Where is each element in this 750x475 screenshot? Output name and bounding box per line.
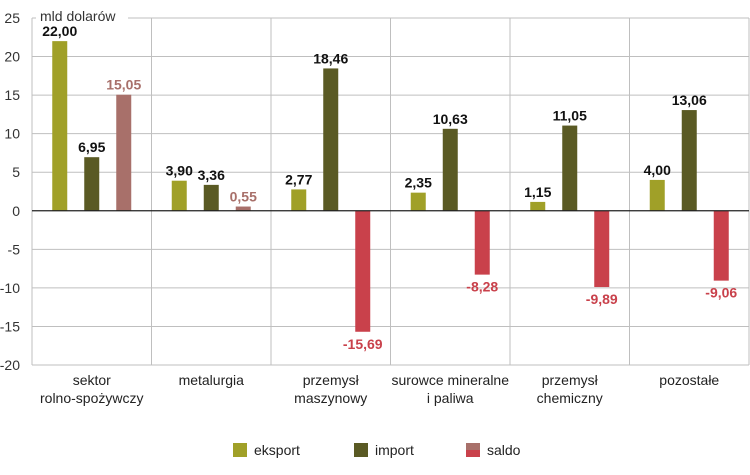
legend: eksport import saldo (233, 442, 521, 458)
category-label: metalurgia (179, 372, 245, 388)
category-label: maszynowy (294, 390, 367, 406)
y-tick-label: 25 (4, 10, 20, 26)
category-label: rolno-spożywczy (40, 390, 143, 406)
bar-import (323, 68, 339, 211)
data-label-eksport: 4,00 (644, 162, 671, 178)
data-label-eksport: 2,77 (285, 171, 312, 187)
legend-label-eksport: eksport (254, 442, 300, 458)
y-tick-label: 5 (12, 164, 20, 180)
data-label-import: 3,36 (198, 167, 225, 183)
y-tick-label: 20 (4, 49, 20, 65)
bar-saldo (474, 210, 490, 275)
category-label: przemysł (542, 372, 599, 388)
category-label: pozostałe (659, 372, 719, 388)
bar-saldo (594, 210, 610, 288)
y-tick-label: 10 (4, 126, 20, 142)
legend-swatch-import (354, 443, 368, 457)
category-label: chemiczny (537, 390, 603, 406)
y-tick-label: 15 (4, 87, 20, 103)
bar-import (203, 184, 219, 211)
bar-eksport (410, 192, 426, 211)
data-label-import: 13,06 (672, 92, 707, 108)
bar-eksport (649, 179, 665, 211)
unit-label-bg (36, 6, 128, 26)
data-label-import: 18,46 (313, 50, 348, 66)
y-tick-label: -10 (0, 280, 20, 296)
y-tick-label: -20 (0, 357, 20, 373)
category-label: i paliwa (427, 390, 474, 406)
bar-saldo (355, 210, 371, 332)
data-label-saldo: -9,06 (705, 285, 737, 301)
gridlines (31, 17, 750, 366)
category-label: przemysł (303, 372, 360, 388)
legend-label-import: import (375, 442, 414, 458)
legend-swatch-saldo-positive (466, 443, 480, 450)
legend-swatch-eksport (233, 443, 247, 457)
data-label-eksport: 22,00 (42, 23, 77, 39)
y-tick-label: -5 (8, 241, 21, 257)
data-label-saldo: 15,05 (106, 77, 141, 93)
bar-saldo (235, 206, 251, 211)
bar-eksport (171, 180, 187, 211)
data-label-eksport: 2,35 (405, 175, 432, 191)
y-tick-label: -15 (0, 318, 20, 334)
category-label: surowce mineralne (392, 372, 510, 388)
data-label-import: 10,63 (433, 111, 468, 127)
bar-import (442, 128, 458, 211)
bar-saldo (713, 210, 729, 281)
y-unit-label: mld dolarów (40, 8, 116, 24)
bar-import (681, 110, 697, 211)
y-tick-label: 0 (12, 203, 20, 219)
bar-saldo (116, 94, 132, 211)
data-label-saldo: -15,69 (343, 336, 383, 352)
data-label-saldo: -9,89 (586, 291, 618, 307)
data-label-import: 6,95 (78, 139, 105, 155)
bar-eksport (530, 201, 546, 211)
legend-label-saldo: saldo (487, 442, 521, 458)
category-label: sektor (73, 372, 111, 388)
bar-eksport (52, 41, 68, 211)
bar-import (84, 157, 100, 211)
data-label-saldo: -8,28 (466, 279, 498, 295)
data-label-saldo: 0,55 (230, 189, 257, 205)
data-label-import: 11,05 (553, 108, 587, 124)
bars (52, 41, 729, 332)
bar-eksport (291, 189, 307, 211)
legend-swatch-saldo-negative (466, 450, 480, 457)
bar-import (562, 125, 578, 211)
data-label-eksport: 3,90 (166, 163, 193, 179)
data-label-eksport: 1,15 (524, 184, 551, 200)
